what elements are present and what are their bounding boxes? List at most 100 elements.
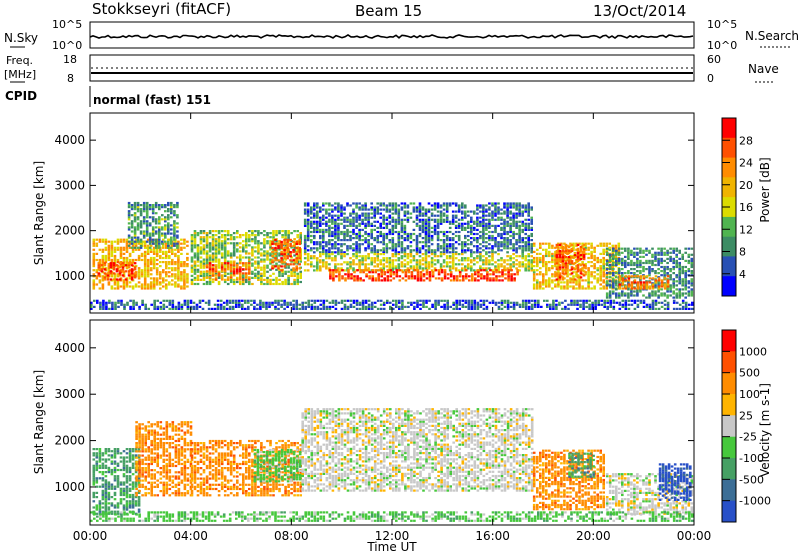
power-cell xyxy=(636,257,639,260)
power-cell xyxy=(198,305,202,308)
power-cell xyxy=(193,242,197,245)
power-cell xyxy=(356,279,359,282)
power-cell xyxy=(176,244,179,247)
power-cell xyxy=(236,280,239,284)
power-cell xyxy=(266,276,269,279)
power-cell xyxy=(633,279,637,282)
power-cell xyxy=(361,257,364,260)
power-cell xyxy=(515,249,518,252)
power-cell xyxy=(164,234,167,237)
power-cell xyxy=(208,282,212,286)
power-cell xyxy=(394,226,398,229)
power-cell xyxy=(313,214,316,217)
power-cell xyxy=(173,204,176,207)
power-cell xyxy=(193,276,197,279)
power-cell xyxy=(439,216,443,219)
power-cell xyxy=(403,265,407,268)
power-cell xyxy=(293,238,296,241)
power-cell xyxy=(564,256,568,259)
power-cell xyxy=(406,204,410,207)
power-cell xyxy=(271,265,274,268)
power-cell xyxy=(448,239,452,242)
power-cell xyxy=(663,277,667,280)
power-cell xyxy=(131,258,135,262)
power-cell xyxy=(498,275,501,278)
power-cell xyxy=(560,275,563,278)
power-cell xyxy=(430,263,434,266)
power-cell xyxy=(174,240,177,243)
power-cell xyxy=(512,206,515,209)
power-cell xyxy=(473,269,476,272)
power-cell xyxy=(513,277,516,280)
power-cell xyxy=(239,246,242,249)
power-cell xyxy=(199,246,203,249)
power-cell xyxy=(349,267,352,270)
power-cell xyxy=(563,265,566,268)
power-cell xyxy=(183,273,186,276)
power-cell xyxy=(132,305,135,308)
power-cell xyxy=(113,254,117,258)
power-cell xyxy=(503,237,506,240)
power-cell xyxy=(278,272,281,275)
power-cell xyxy=(322,218,325,221)
power-cell xyxy=(116,281,120,284)
power-cell xyxy=(433,228,437,231)
power-cell xyxy=(621,292,624,295)
power-cell xyxy=(442,202,446,205)
power-cell xyxy=(672,249,675,252)
power-cell xyxy=(578,279,581,282)
power-cell xyxy=(515,255,518,258)
power-cell xyxy=(208,268,212,271)
power-cell xyxy=(303,202,307,205)
power-cell xyxy=(310,210,313,213)
power-cell xyxy=(663,259,666,262)
power-cell xyxy=(524,210,527,213)
power-cell xyxy=(648,277,652,280)
power-cell xyxy=(247,301,250,304)
power-cell xyxy=(497,224,500,227)
power-cell xyxy=(340,249,343,252)
power-cell xyxy=(482,263,485,266)
power-cell xyxy=(418,241,422,244)
power-cell xyxy=(416,269,420,272)
power-cell xyxy=(575,265,578,268)
power-cell xyxy=(101,248,105,251)
power-cell xyxy=(539,242,542,245)
power-cell xyxy=(162,244,165,247)
power-cell xyxy=(627,270,630,273)
power-cell xyxy=(358,202,361,205)
power-cell xyxy=(322,249,325,252)
power-cell xyxy=(430,237,434,240)
power-cell xyxy=(557,250,560,253)
power-cell xyxy=(413,275,417,278)
power-cell xyxy=(498,271,501,274)
power-cell xyxy=(205,272,209,275)
power-cell xyxy=(167,246,170,249)
power-cell xyxy=(143,277,147,280)
power-cell xyxy=(174,281,177,284)
power-cell xyxy=(563,285,566,288)
power-cell xyxy=(154,232,158,235)
power-cell xyxy=(467,257,470,260)
power-cell xyxy=(180,303,184,306)
power-cell xyxy=(624,247,627,250)
power-cell xyxy=(343,243,346,246)
power-cell xyxy=(110,250,114,253)
power-cell xyxy=(672,284,675,287)
power-cell xyxy=(145,246,149,249)
power-cell xyxy=(503,261,506,264)
power-cell xyxy=(165,261,168,264)
power-cell xyxy=(457,243,461,246)
power-cell xyxy=(171,244,174,247)
power-cell xyxy=(180,246,183,249)
power-cell xyxy=(639,290,642,293)
power-cell xyxy=(334,226,337,229)
power-cell xyxy=(385,222,389,225)
power-cell xyxy=(174,307,178,310)
power-cell xyxy=(154,220,158,223)
power-cell xyxy=(672,268,675,271)
power-cell xyxy=(190,244,194,247)
power-cell xyxy=(275,250,278,253)
power-cell xyxy=(216,307,220,310)
power-cell xyxy=(368,277,371,280)
